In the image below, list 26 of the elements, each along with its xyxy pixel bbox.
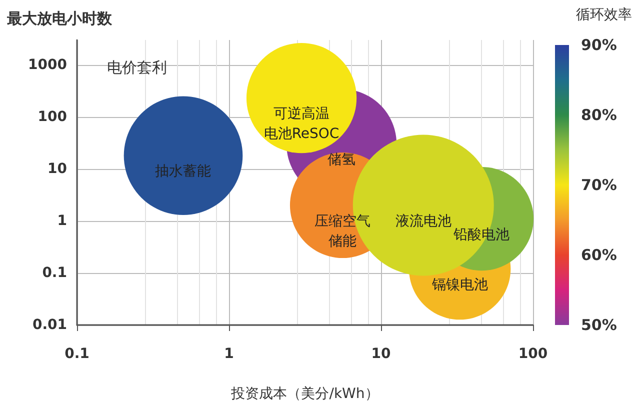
annotation: 可逆高温电池ReSOC: [264, 106, 340, 142]
y-tick-label: 0.01: [32, 317, 67, 333]
y-tick-label: 0.1: [42, 264, 67, 281]
annotation: 抽水蓄能: [155, 164, 212, 180]
color-bar-label: 60%: [581, 246, 617, 264]
y-tick-label: 100: [38, 108, 68, 125]
y-axis-title: 最大放电小时数: [6, 10, 113, 28]
annotation: 储氢: [328, 152, 356, 168]
color-bar-label: 50%: [581, 316, 617, 334]
color-bar-label: 70%: [581, 176, 617, 194]
annotation: 压缩空气储能: [314, 213, 371, 250]
y-tick-label: 10: [48, 160, 68, 177]
annotation: 镉镍电池: [430, 276, 488, 293]
x-tick-label: 0.1: [64, 346, 90, 362]
annotation: 铅酸电池: [452, 226, 510, 243]
x-axis-title: 投资成本（美分/kWh）: [230, 386, 379, 402]
color-bar-label: 80%: [581, 106, 617, 124]
x-tick-label: 1: [224, 346, 234, 362]
y-tick-label: 1000: [28, 56, 68, 73]
color-bar-title: 循环效率: [576, 7, 632, 23]
y-tick-label: 1: [57, 212, 67, 229]
color-bar-label: 90%: [581, 36, 617, 54]
annotation: 液流电池: [395, 213, 452, 230]
x-tick-label: 100: [518, 346, 548, 362]
annotation: 电价套利: [107, 58, 167, 76]
x-tick-label: 10: [371, 346, 391, 362]
